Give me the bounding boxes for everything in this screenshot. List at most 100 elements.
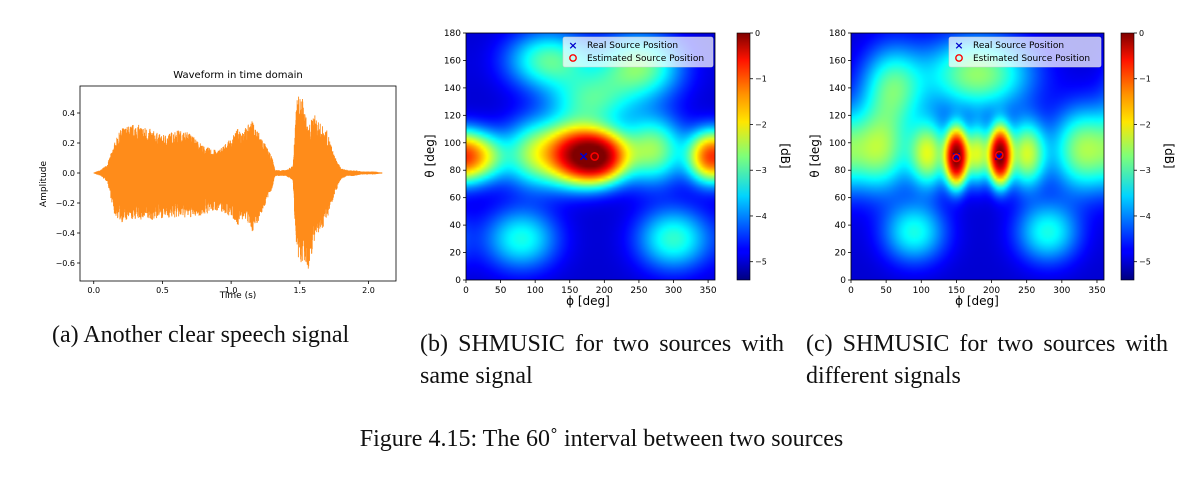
waveform-x-axis-label: Time (s) [219, 291, 257, 301]
y-tick-label: 180 [829, 29, 846, 39]
x-tick-label: 300 [1053, 286, 1070, 296]
x-tick-label: 100 [913, 286, 930, 296]
legend-real-label: Real Source Position [587, 41, 678, 51]
colorbar-tick-label: −3 [1139, 166, 1151, 175]
legend-estimated-marker [955, 54, 963, 62]
legend-estimated-label: Estimated Source Position [587, 54, 704, 64]
x-tick-label: 250 [1018, 286, 1035, 296]
colorbar-tick-label: −2 [755, 120, 767, 129]
y-tick-label: 120 [444, 111, 461, 121]
x-tick-label: 1.0 [225, 286, 238, 295]
y-tick-label: 100 [444, 139, 461, 149]
x-tick-label: 200 [596, 286, 613, 296]
waveform-y-axis-label: Amplitude [39, 160, 49, 207]
y-tick-label: 160 [829, 56, 846, 66]
shmusic-different-signals-axes-frame [850, 32, 1105, 281]
waveform-axes-frame [79, 85, 397, 282]
shmusic-different-signals-heatmap [851, 33, 1104, 280]
waveform-plot-area [93, 96, 383, 269]
estimated-source-marker [590, 152, 600, 161]
waveform-chart: Waveform in time domain 0.0 0.5 1.0 1.5 2.0 … [39, 70, 397, 301]
y-tick-label: 180 [444, 29, 461, 39]
legend-estimated-label: Estimated Source Position [973, 54, 1090, 64]
x-tick-label: 100 [527, 286, 544, 296]
shmusic-same-signal-x-axis-label: ϕ [deg] [566, 294, 610, 308]
y-tick-label: 20 [450, 249, 462, 259]
shmusic-same-signal-x-ticks: 0 50 100 150 200 250 300 350 [463, 280, 717, 296]
y-tick-label: 0.0 [62, 169, 75, 178]
waveform-chart-title: Waveform in time domain [173, 70, 302, 81]
x-tick-label: 0 [848, 286, 854, 296]
shmusic-different-signals-y-ticks: 0 20 40 60 80 100 120 140 160 180 [829, 29, 851, 286]
legend-box [948, 36, 1102, 68]
y-tick-label: −0.6 [56, 259, 75, 268]
shmusic-same-signal-markers [579, 152, 600, 161]
shmusic-same-signal-colorbar-ticks: 0 −1 −2 −3 −4 −5 [750, 29, 767, 267]
y-tick-label: 80 [450, 166, 462, 176]
y-tick-label: 80 [835, 166, 847, 176]
y-tick-label: 60 [835, 194, 847, 204]
x-tick-label: 2.0 [362, 286, 375, 295]
x-tick-label: 300 [665, 286, 682, 296]
y-tick-label: 40 [450, 221, 462, 231]
shmusic-different-signals-colorbar-label: [dB] [1162, 143, 1176, 168]
waveform-x-ticks: 0.0 0.5 1.0 1.5 2.0 [87, 281, 375, 295]
shmusic-different-signals-legend: × Real Source Position Estimated Source … [948, 36, 1102, 68]
x-tick-label: 1.5 [293, 286, 306, 295]
waveform-series [93, 96, 383, 269]
y-tick-label: 0.2 [62, 139, 75, 148]
shmusic-different-signals-markers [952, 150, 1004, 163]
legend-real-marker: × [954, 39, 963, 52]
estimated-source-marker [994, 150, 1004, 160]
shmusic-same-signal-y-ticks: 0 20 40 60 80 100 120 140 160 180 [444, 29, 466, 286]
y-tick-label: 0 [840, 276, 846, 286]
colorbar-tick-label: 0 [755, 29, 760, 38]
colorbar-tick-label: −4 [755, 212, 767, 221]
y-tick-label: 120 [829, 111, 846, 121]
colorbar-tick-label: −5 [755, 258, 767, 267]
caption-c: (c) SHMUSIC for two sources with differe… [806, 331, 1168, 389]
waveform-y-ticks: 0.4 0.2 0.0 −0.2 −0.4 −0.6 [56, 109, 80, 268]
colorbar-tick-label: −3 [755, 166, 767, 175]
colorbar-tick-label: −5 [1139, 258, 1151, 267]
x-tick-label: 0 [463, 286, 469, 296]
y-tick-label: −0.4 [56, 229, 75, 238]
shmusic-different-signals-colorbar-ticks: 0 −1 −2 −3 −4 −5 [1134, 29, 1151, 267]
real-source-marker [579, 152, 588, 161]
shmusic-different-signals-colorbar [1120, 32, 1135, 281]
colorbar-tick-label: −2 [1139, 120, 1151, 129]
x-tick-label: 150 [561, 286, 578, 296]
legend-real-label: Real Source Position [973, 41, 1064, 51]
x-tick-label: 50 [495, 286, 507, 296]
x-tick-label: 0.5 [156, 286, 169, 295]
y-tick-label: 60 [450, 194, 462, 204]
shmusic-same-signal-legend: × Real Source Position Estimated Source … [562, 36, 714, 68]
y-tick-label: 100 [829, 139, 846, 149]
shmusic-same-signal-axes-frame [465, 32, 716, 281]
legend-real-marker: × [568, 39, 577, 52]
colorbar-tick-label: −4 [1139, 212, 1151, 221]
x-tick-label: 50 [880, 286, 892, 296]
y-tick-label: 0 [455, 276, 461, 286]
x-tick-label: 150 [948, 286, 965, 296]
figure-caption: Figure 4.15: The 60˚ interval between tw… [359, 426, 844, 452]
legend-estimated-marker [569, 54, 577, 62]
x-tick-label: 350 [699, 286, 716, 296]
y-tick-label: 140 [444, 84, 461, 94]
colorbar-tick-label: −1 [1139, 75, 1151, 84]
x-tick-label: 0.0 [87, 286, 100, 295]
y-tick-label: −0.2 [56, 199, 75, 208]
shmusic-different-signals-chart: 0 50 100 150 200 250 300 350 0 20 40 60 80 100 120 140… [808, 29, 1176, 308]
y-tick-label: 140 [829, 84, 846, 94]
y-tick-label: 20 [835, 249, 847, 259]
y-tick-label: 40 [835, 221, 847, 231]
shmusic-different-signals-x-axis-label: ϕ [deg] [955, 294, 999, 308]
y-tick-label: 160 [444, 56, 461, 66]
x-tick-label: 250 [630, 286, 647, 296]
x-tick-label: 200 [983, 286, 1000, 296]
shmusic-same-signal-colorbar-label: [dB] [778, 143, 792, 168]
shmusic-different-signals-x-ticks: 0 50 100 150 200 250 300 350 [848, 280, 1106, 296]
shmusic-different-signals-y-axis-label: θ [deg] [808, 134, 822, 177]
shmusic-same-signal-y-axis-label: θ [deg] [423, 134, 437, 177]
